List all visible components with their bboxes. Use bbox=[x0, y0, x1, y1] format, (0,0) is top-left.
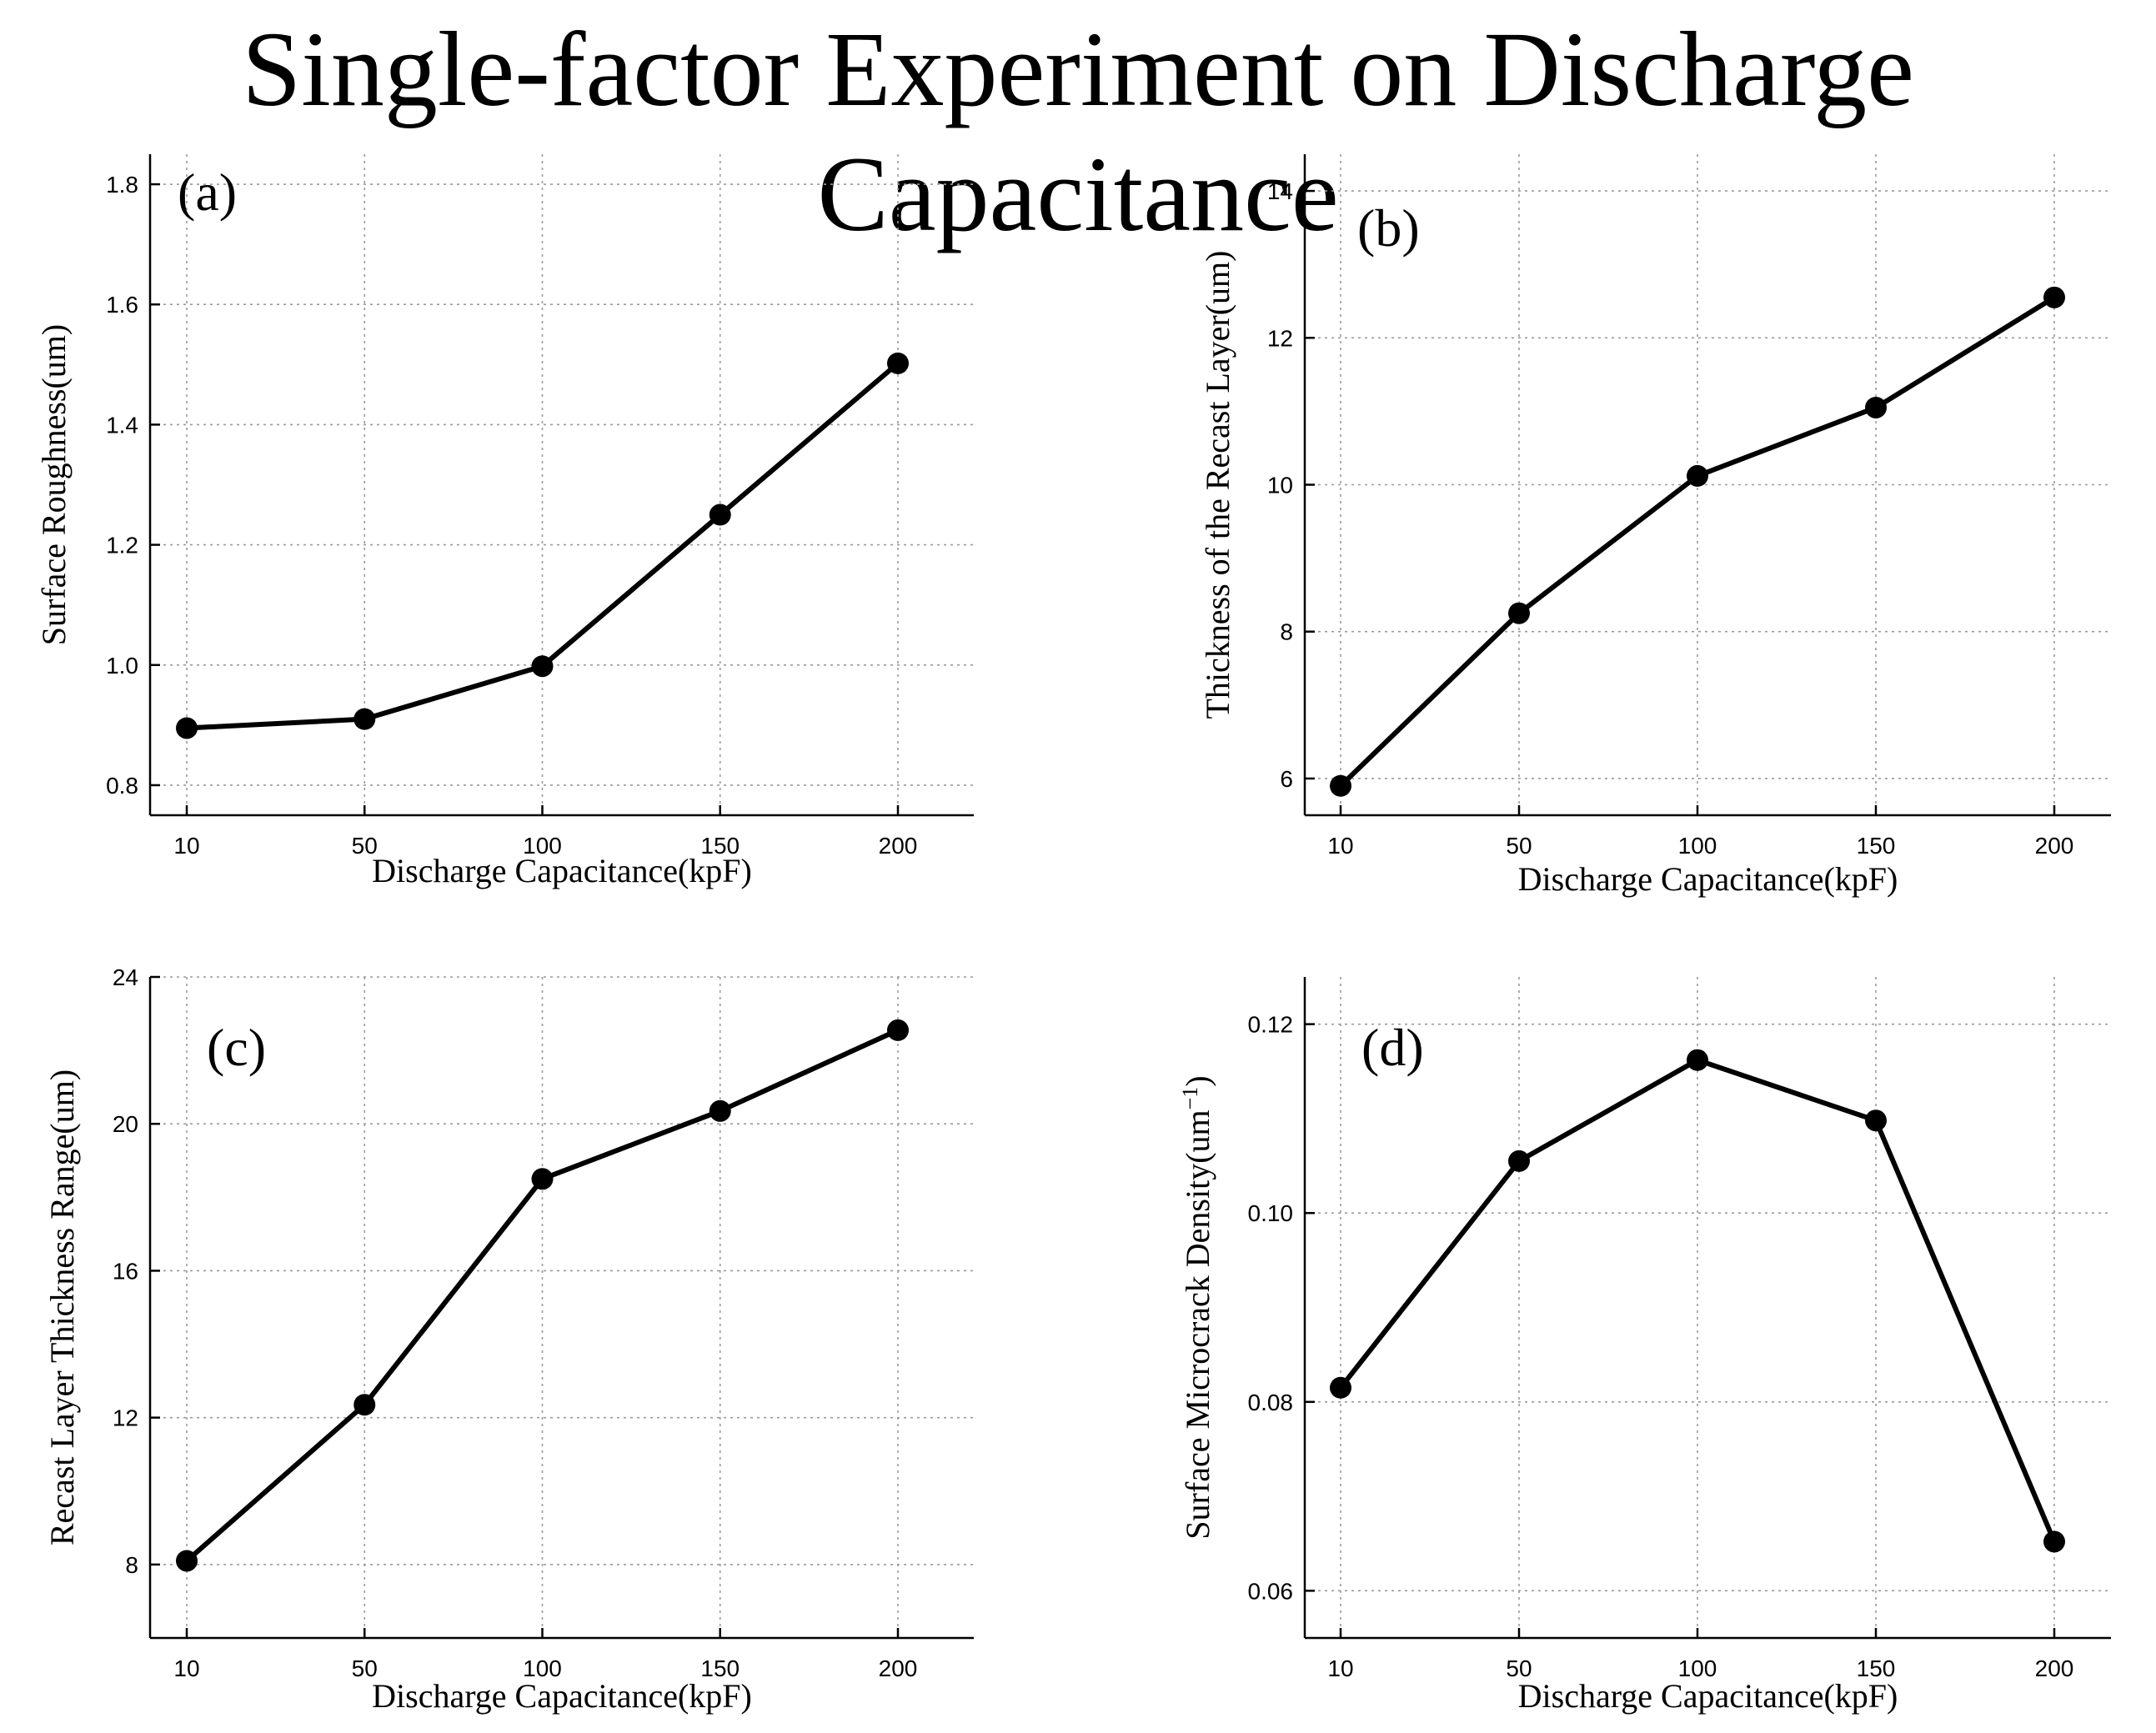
x-tick-label: 50 bbox=[352, 833, 378, 859]
y-tick-label: 1.0 bbox=[106, 653, 138, 679]
y-tick-label: 8 bbox=[125, 1552, 138, 1578]
x-tick-label: 100 bbox=[523, 833, 562, 859]
x-tick-label: 100 bbox=[523, 1655, 562, 1681]
y-tick-label: 1.6 bbox=[106, 292, 138, 318]
data-point bbox=[1687, 464, 1708, 487]
y-axis-title: Surface Roughness(um) bbox=[35, 324, 73, 645]
data-point bbox=[531, 655, 554, 678]
panel-label: (b) bbox=[1357, 198, 1420, 258]
x-tick-label: 10 bbox=[1327, 833, 1353, 859]
series-line bbox=[185, 1028, 900, 1563]
y-tick-label: 12 bbox=[1267, 325, 1293, 351]
panel-a: 0.8 1.0 1.2 1.4 1.6 1.8 10 50 100 150 200 Discharge… bbox=[35, 154, 974, 889]
data-point bbox=[1865, 1109, 1887, 1132]
x-axis-title: Discharge Capacitance(kpF) bbox=[372, 1677, 752, 1715]
x-tick-label: 50 bbox=[1506, 1655, 1532, 1681]
x-tick-label: 150 bbox=[1857, 1655, 1896, 1681]
data-point bbox=[1865, 396, 1887, 418]
x-tick-label: 10 bbox=[1327, 1655, 1353, 1681]
data-point bbox=[176, 1550, 198, 1572]
x-tick-label: 200 bbox=[879, 833, 918, 859]
y-tick-label: 0.12 bbox=[1248, 1012, 1294, 1038]
y-tick-label: 10 bbox=[1267, 473, 1293, 498]
y-axis-title: Surface Microcrack Density(um−1) bbox=[1178, 1075, 1217, 1539]
y-tick-label: 1.8 bbox=[106, 172, 138, 198]
x-axis-title: Discharge Capacitance(kpF) bbox=[1518, 860, 1898, 898]
data-point bbox=[1508, 602, 1530, 624]
y-tick-label: 0.08 bbox=[1248, 1390, 1294, 1415]
panel-b: 6 8 10 12 14 10 50 100 150 200 Discharge Capacitan… bbox=[1199, 154, 2111, 898]
data-point bbox=[709, 1099, 731, 1122]
y-tick-label: 14 bbox=[1267, 178, 1293, 204]
data-point bbox=[709, 503, 731, 526]
y-tick-label: 1.4 bbox=[106, 412, 138, 438]
x-tick-label: 150 bbox=[700, 1655, 740, 1681]
y-tick-label: 16 bbox=[113, 1258, 138, 1284]
x-axis-title: Discharge Capacitance(kpF) bbox=[1518, 1677, 1898, 1715]
x-tick-label: 100 bbox=[1678, 1655, 1717, 1681]
x-tick-label: 200 bbox=[879, 1655, 918, 1681]
x-tick-label: 10 bbox=[173, 1655, 199, 1681]
y-axis-title: Recast Layer Thickness Range(um) bbox=[43, 1069, 81, 1545]
y-tick-label: 0.8 bbox=[106, 773, 138, 799]
data-point bbox=[2043, 286, 2065, 308]
y-tick-label: 1.2 bbox=[106, 533, 138, 558]
panel-d: 0.06 0.08 0.10 0.12 10 50 100 150 200 Discharge C… bbox=[1178, 977, 2111, 1715]
y-tick-label: 20 bbox=[113, 1111, 138, 1137]
y-tick-label: 0.10 bbox=[1248, 1200, 1294, 1226]
data-point bbox=[1330, 1376, 1351, 1399]
panel-label: (d) bbox=[1361, 1018, 1424, 1077]
x-tick-label: 200 bbox=[2035, 833, 2074, 859]
y-tick-label: 0.06 bbox=[1248, 1578, 1294, 1604]
data-point bbox=[887, 1019, 909, 1041]
y-tick-label: 8 bbox=[1280, 619, 1293, 645]
panel-c: 8 12 16 20 24 10 50 100 150 200 Discharge Capacita… bbox=[43, 964, 974, 1715]
x-tick-label: 200 bbox=[2035, 1655, 2074, 1681]
x-tick-label: 10 bbox=[173, 833, 199, 859]
data-point bbox=[887, 352, 909, 374]
data-point bbox=[176, 717, 198, 739]
figure-title: Single-factor Experiment on Discharge Ca… bbox=[242, 10, 1914, 253]
y-tick-label: 12 bbox=[113, 1405, 138, 1431]
data-point bbox=[353, 708, 376, 730]
x-tick-label: 150 bbox=[1857, 833, 1896, 859]
y-tick-label: 24 bbox=[113, 964, 138, 990]
x-tick-label: 50 bbox=[352, 1655, 378, 1681]
x-axis-title: Discharge Capacitance(kpF) bbox=[372, 852, 752, 889]
data-point bbox=[531, 1168, 554, 1190]
x-tick-label: 150 bbox=[700, 833, 740, 859]
data-point bbox=[1687, 1049, 1708, 1071]
data-point bbox=[1330, 774, 1351, 797]
y-axis-title: Thickness of the Recast Layer(um) bbox=[1199, 250, 1236, 719]
x-tick-label: 100 bbox=[1678, 833, 1717, 859]
data-point bbox=[353, 1394, 376, 1416]
data-point bbox=[2043, 1530, 2065, 1553]
panel-label: (a) bbox=[178, 163, 237, 222]
y-axis-title-superscript: −1 bbox=[1178, 1087, 1202, 1110]
panel-label: (c) bbox=[207, 1018, 266, 1077]
data-point bbox=[1508, 1149, 1530, 1172]
x-tick-label: 50 bbox=[1506, 833, 1532, 859]
y-tick-label: 6 bbox=[1280, 766, 1293, 792]
